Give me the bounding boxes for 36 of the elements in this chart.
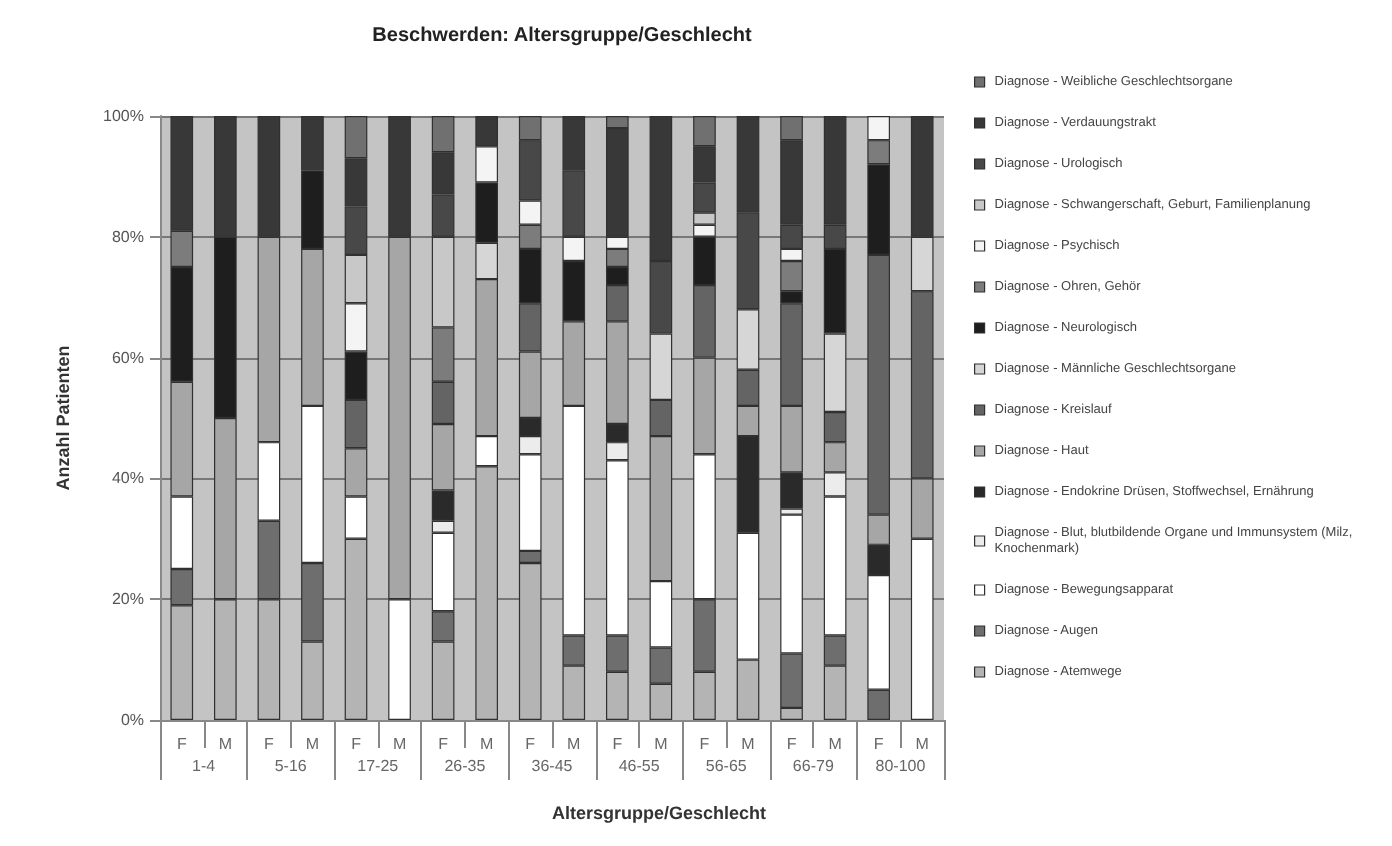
x-tick-label: M bbox=[479, 735, 494, 753]
x-tick-label: M bbox=[654, 735, 669, 753]
x-tick-label: M bbox=[828, 735, 843, 753]
x-axis-title: Altersgruppe/Geschlecht bbox=[552, 803, 767, 823]
text: 80-100 bbox=[875, 757, 927, 775]
text: 17-25 bbox=[357, 757, 400, 775]
text: 66-79 bbox=[792, 757, 835, 775]
chart-title: Beschwerden: Altersgruppe/Geschlecht bbox=[372, 25, 754, 47]
x-tick-label: M bbox=[305, 735, 320, 753]
x-tick-label: F bbox=[525, 735, 536, 753]
x-tick-label: M bbox=[741, 735, 756, 753]
x-tick-label: F bbox=[699, 735, 710, 753]
text: 56-65 bbox=[705, 757, 748, 775]
x-tick-label: F bbox=[786, 735, 797, 753]
x-tick-label: M bbox=[218, 735, 233, 753]
x-tick-label: F bbox=[873, 735, 884, 753]
x-tick-label: F bbox=[176, 735, 187, 753]
y-axis-title: Anzahl Patienten bbox=[53, 345, 73, 491]
text: 1-4 bbox=[191, 757, 217, 775]
x-tick-label: M bbox=[567, 735, 582, 753]
text: 36-45 bbox=[531, 757, 574, 775]
text: 5-16 bbox=[274, 757, 308, 775]
y-tick-label: 20% bbox=[111, 590, 144, 609]
x-tick-label: M bbox=[392, 735, 407, 753]
y-tick-label: 80% bbox=[111, 227, 144, 246]
y-tick-label: 40% bbox=[111, 469, 144, 488]
x-tick-label: F bbox=[264, 735, 274, 753]
y-tick-label: 100% bbox=[103, 107, 144, 125]
text: 26-35 bbox=[444, 757, 487, 775]
x-tick-label: F bbox=[612, 735, 623, 753]
y-tick-label: 60% bbox=[111, 348, 144, 367]
x-tick-label: M bbox=[915, 735, 930, 753]
y-tick-label: 0% bbox=[120, 711, 144, 729]
x-tick-label: F bbox=[438, 735, 449, 753]
text: 46-55 bbox=[618, 757, 661, 775]
x-tick-label: F bbox=[351, 735, 362, 753]
